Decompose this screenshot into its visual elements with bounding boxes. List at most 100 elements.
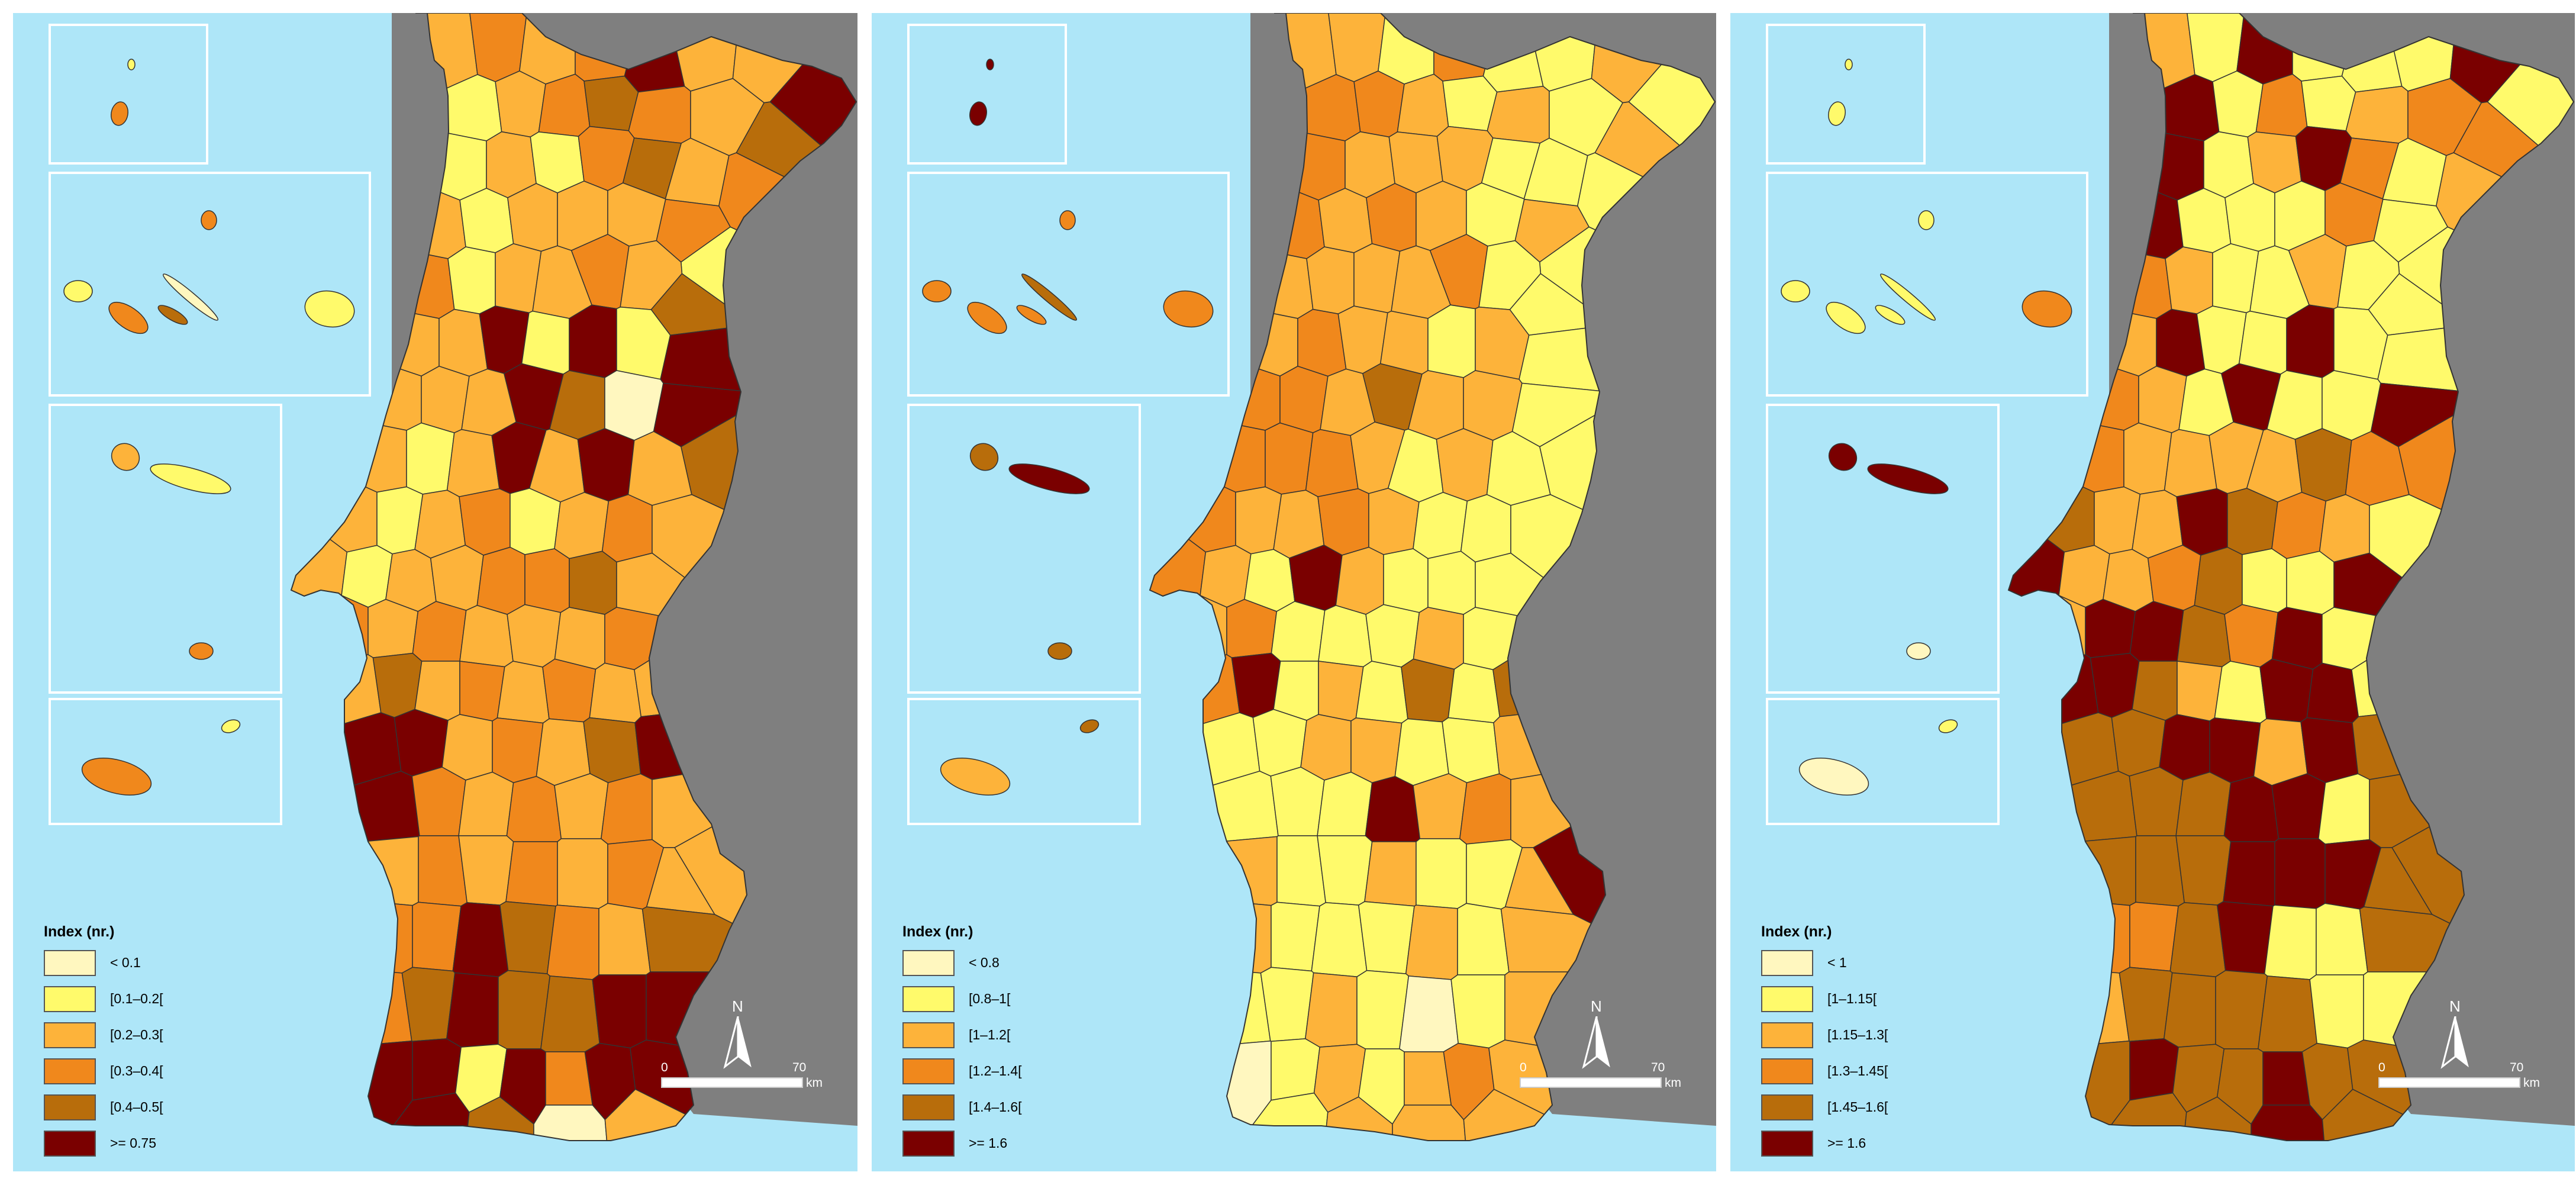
municipality xyxy=(2159,714,2210,781)
island xyxy=(304,290,355,328)
legend-label: [1–1.2[ xyxy=(969,1027,1011,1042)
municipality xyxy=(1459,773,1511,845)
legend-swatch xyxy=(902,1022,955,1048)
municipality xyxy=(446,429,500,497)
municipality xyxy=(2123,422,2172,495)
inset-azores-west xyxy=(907,24,1067,165)
municipality xyxy=(1288,545,1343,611)
municipality xyxy=(530,131,585,194)
north-label: N xyxy=(2449,997,2461,1015)
municipality xyxy=(2227,488,2278,555)
municipality xyxy=(492,717,544,784)
municipality xyxy=(2259,658,2314,723)
municipality xyxy=(1383,548,1429,613)
coastline xyxy=(1149,13,1716,1141)
municipality xyxy=(2176,488,2228,556)
municipality xyxy=(1436,428,1494,502)
legend-item: [0.3–0.4[ xyxy=(44,1058,281,1084)
municipality xyxy=(2223,775,2280,842)
municipality xyxy=(1271,601,1326,662)
legend-swatch xyxy=(1761,1094,1813,1120)
scale-end: 70 xyxy=(792,1061,807,1074)
legend-label: [0.8–1[ xyxy=(969,991,1011,1006)
municipality xyxy=(554,773,609,839)
municipality xyxy=(1404,1051,1452,1106)
scale-bar: 0 70 km xyxy=(1520,1060,1716,1095)
inset-sao-miguel xyxy=(49,404,282,694)
scale-unit: km xyxy=(806,1076,823,1090)
legend-item: [0.8–1[ xyxy=(902,986,1139,1012)
legend-item: >= 1.6 xyxy=(902,1131,1139,1157)
inset-azores-west xyxy=(1766,24,1926,165)
municipality xyxy=(2264,904,2317,980)
municipality xyxy=(2274,838,2326,909)
legend-swatch xyxy=(1761,1131,1813,1157)
municipality xyxy=(401,967,456,1042)
choropleth-map xyxy=(872,13,1716,1171)
municipality xyxy=(2271,491,2327,559)
municipality xyxy=(601,494,653,563)
island xyxy=(1875,305,1906,325)
island xyxy=(127,59,136,70)
municipality xyxy=(2169,902,2226,977)
municipality xyxy=(2255,73,2308,137)
municipality xyxy=(2294,428,2352,502)
legend-item: [1.2–1.4[ xyxy=(902,1058,1139,1084)
north-arrow-shape xyxy=(723,1016,752,1069)
municipality xyxy=(447,246,496,315)
scale-unit: km xyxy=(2523,1076,2540,1090)
island xyxy=(1845,59,1853,70)
municipality xyxy=(2212,70,2264,138)
island xyxy=(940,758,1011,796)
municipality xyxy=(1397,73,1449,137)
island xyxy=(108,301,149,334)
municipality xyxy=(1487,86,1550,144)
municipality xyxy=(1365,775,1421,842)
municipality xyxy=(458,835,514,906)
municipality xyxy=(1413,491,1468,559)
municipality xyxy=(2147,545,2201,611)
scale-bar: 0 70 km xyxy=(2378,1060,2575,1095)
island xyxy=(81,758,152,796)
municipality xyxy=(1317,771,1373,836)
inset-sao-miguel xyxy=(907,404,1141,694)
municipality xyxy=(2138,365,2187,433)
inset-madeira xyxy=(907,698,1141,825)
inset-madeira xyxy=(49,698,282,825)
legend-title: Index (nr.) xyxy=(44,923,115,940)
north-arrow-shape xyxy=(1582,1016,1610,1069)
legend-label: [1.15–1.3[ xyxy=(1827,1027,1888,1042)
municipality xyxy=(412,901,462,972)
municipality xyxy=(476,546,525,615)
municipality xyxy=(1265,422,1314,495)
legend-label: [0.4–0.5[ xyxy=(110,1099,163,1115)
municipality xyxy=(1365,604,1420,668)
scale-bar-rect xyxy=(2378,1077,2520,1088)
municipality xyxy=(2319,494,2370,563)
municipality xyxy=(1450,974,1505,1049)
scale-bar-rect xyxy=(1520,1077,1662,1088)
island xyxy=(1781,280,1810,302)
island xyxy=(1826,301,1866,334)
municipality xyxy=(2286,304,2335,378)
legend-swatch xyxy=(902,1058,955,1084)
legend-title: Index (nr.) xyxy=(1761,923,1832,940)
legend-swatch xyxy=(902,986,955,1012)
municipality xyxy=(2247,131,2302,194)
legend-swatch xyxy=(902,1094,955,1120)
choropleth-map xyxy=(1730,13,2575,1171)
legend-swatch xyxy=(1761,950,1813,976)
municipality xyxy=(554,491,610,559)
scale-bar: 0 70 km xyxy=(661,1060,857,1095)
municipality xyxy=(441,714,493,781)
municipality xyxy=(1401,658,1455,723)
island xyxy=(1016,305,1047,325)
legend-item: [1.45–1.6[ xyxy=(1761,1094,1998,1120)
municipality xyxy=(1200,545,1252,608)
island xyxy=(1798,758,1869,796)
legend-swatch xyxy=(902,950,955,976)
municipality xyxy=(507,604,562,668)
legend-label: [0.3–0.4[ xyxy=(110,1063,163,1078)
legend-item: [1.4–1.6[ xyxy=(902,1094,1139,1120)
island xyxy=(1021,273,1077,321)
